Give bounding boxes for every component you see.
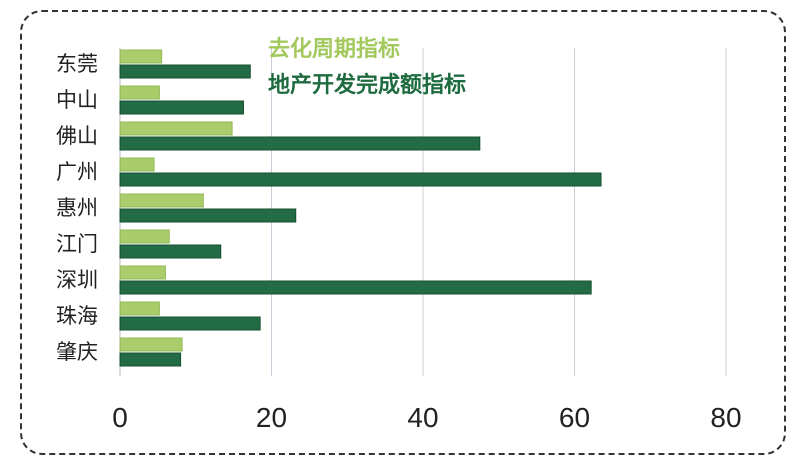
bar-investment-4: [119, 208, 297, 223]
bar-investment-5: [119, 244, 222, 259]
bar-destock-4: [119, 193, 204, 208]
bar-investment-0: [119, 64, 251, 79]
bar-destock-0: [119, 49, 163, 64]
bar-destock-5: [119, 229, 170, 244]
category-label-5: 江门: [56, 232, 98, 256]
category-label-6: 深圳: [56, 268, 98, 292]
legend-entry-1: 地产开发完成额指标: [268, 72, 466, 98]
bar-destock-2: [119, 121, 233, 136]
category-label-2: 佛山: [56, 124, 98, 148]
category-label-8: 肇庆: [56, 340, 98, 364]
category-label-7: 珠海: [56, 304, 98, 328]
x-tick-label-80: 80: [710, 402, 741, 433]
x-tick-label-0: 0: [112, 402, 128, 433]
bar-investment-3: [119, 172, 602, 187]
bar-destock-7: [119, 301, 160, 316]
bar-investment-1: [119, 100, 244, 115]
category-label-3: 广州: [56, 160, 98, 184]
legend-entry-0: 去化周期指标: [268, 36, 400, 62]
bar-investment-6: [119, 280, 592, 295]
category-label-0: 东莞: [56, 52, 98, 76]
category-label-4: 惠州: [56, 196, 98, 220]
bar-investment-2: [119, 136, 481, 151]
bar-destock-3: [119, 157, 155, 172]
bar-destock-1: [119, 85, 160, 100]
x-tick-label-60: 60: [559, 402, 590, 433]
chart-frame: [20, 10, 786, 455]
bar-destock-8: [119, 337, 183, 352]
bar-destock-6: [119, 265, 166, 280]
category-label-1: 中山: [56, 88, 98, 112]
bar-investment-8: [119, 352, 182, 367]
x-tick-label-40: 40: [407, 402, 438, 433]
bar-investment-7: [119, 316, 261, 331]
x-tick-label-20: 20: [256, 402, 287, 433]
